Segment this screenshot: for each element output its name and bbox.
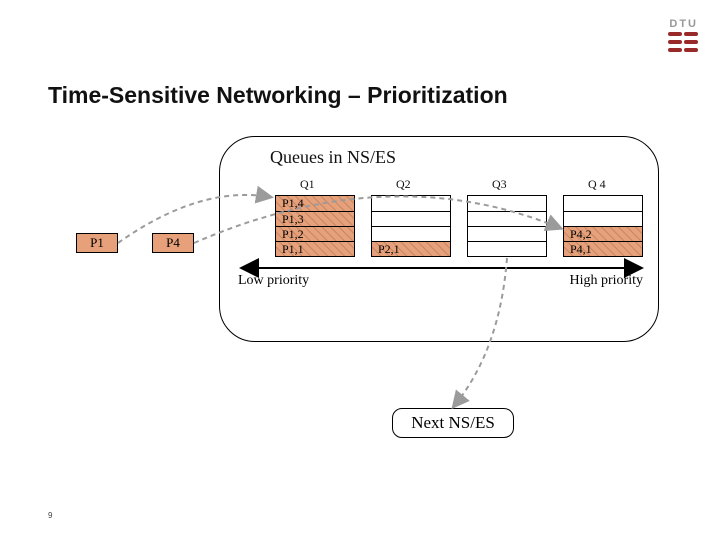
queue-slot bbox=[468, 196, 546, 211]
queue-slot: P4,1 bbox=[564, 241, 642, 256]
dtu-logo: DTU bbox=[668, 18, 698, 52]
input-p4: P4 bbox=[152, 233, 194, 253]
queue-slot: P1,4 bbox=[276, 196, 354, 211]
queue-slot: P2,1 bbox=[372, 241, 450, 256]
queue-slot bbox=[564, 211, 642, 226]
queue-slot bbox=[372, 196, 450, 211]
queue-slot: P4,2 bbox=[564, 226, 642, 241]
queue-label-q3: Q3 bbox=[492, 177, 507, 192]
queue-q2: P2,1 bbox=[371, 195, 451, 257]
priority-low-label: Low priority bbox=[238, 273, 309, 289]
input-p1: P1 bbox=[76, 233, 118, 253]
slide-title: Time-Sensitive Networking – Prioritizati… bbox=[48, 82, 508, 109]
queue-q1: P1,4P1,3P1,2P1,1 bbox=[275, 195, 355, 257]
queue-label-q4: Q 4 bbox=[588, 177, 606, 192]
priority-high-label: High priority bbox=[570, 273, 644, 289]
queue-label-q2: Q2 bbox=[396, 177, 411, 192]
queues-container-title: Queues in NS/ES bbox=[270, 147, 396, 168]
queue-slot bbox=[468, 226, 546, 241]
queue-q3 bbox=[467, 195, 547, 257]
queue-slot bbox=[372, 226, 450, 241]
queue-slot: P1,2 bbox=[276, 226, 354, 241]
queue-slot bbox=[468, 211, 546, 226]
queue-label-q1: Q1 bbox=[300, 177, 315, 192]
logo-text: DTU bbox=[669, 18, 698, 30]
queue-slot: P1,1 bbox=[276, 241, 354, 256]
queue-slot: P1,3 bbox=[276, 211, 354, 226]
queue-slot bbox=[372, 211, 450, 226]
logo-lines bbox=[668, 32, 698, 52]
queue-q4: P4,2P4,1 bbox=[563, 195, 643, 257]
next-ns-es-box: Next NS/ES bbox=[392, 408, 514, 438]
queue-slot bbox=[468, 241, 546, 256]
page-number: 9 bbox=[48, 511, 52, 520]
queue-slot bbox=[564, 196, 642, 211]
